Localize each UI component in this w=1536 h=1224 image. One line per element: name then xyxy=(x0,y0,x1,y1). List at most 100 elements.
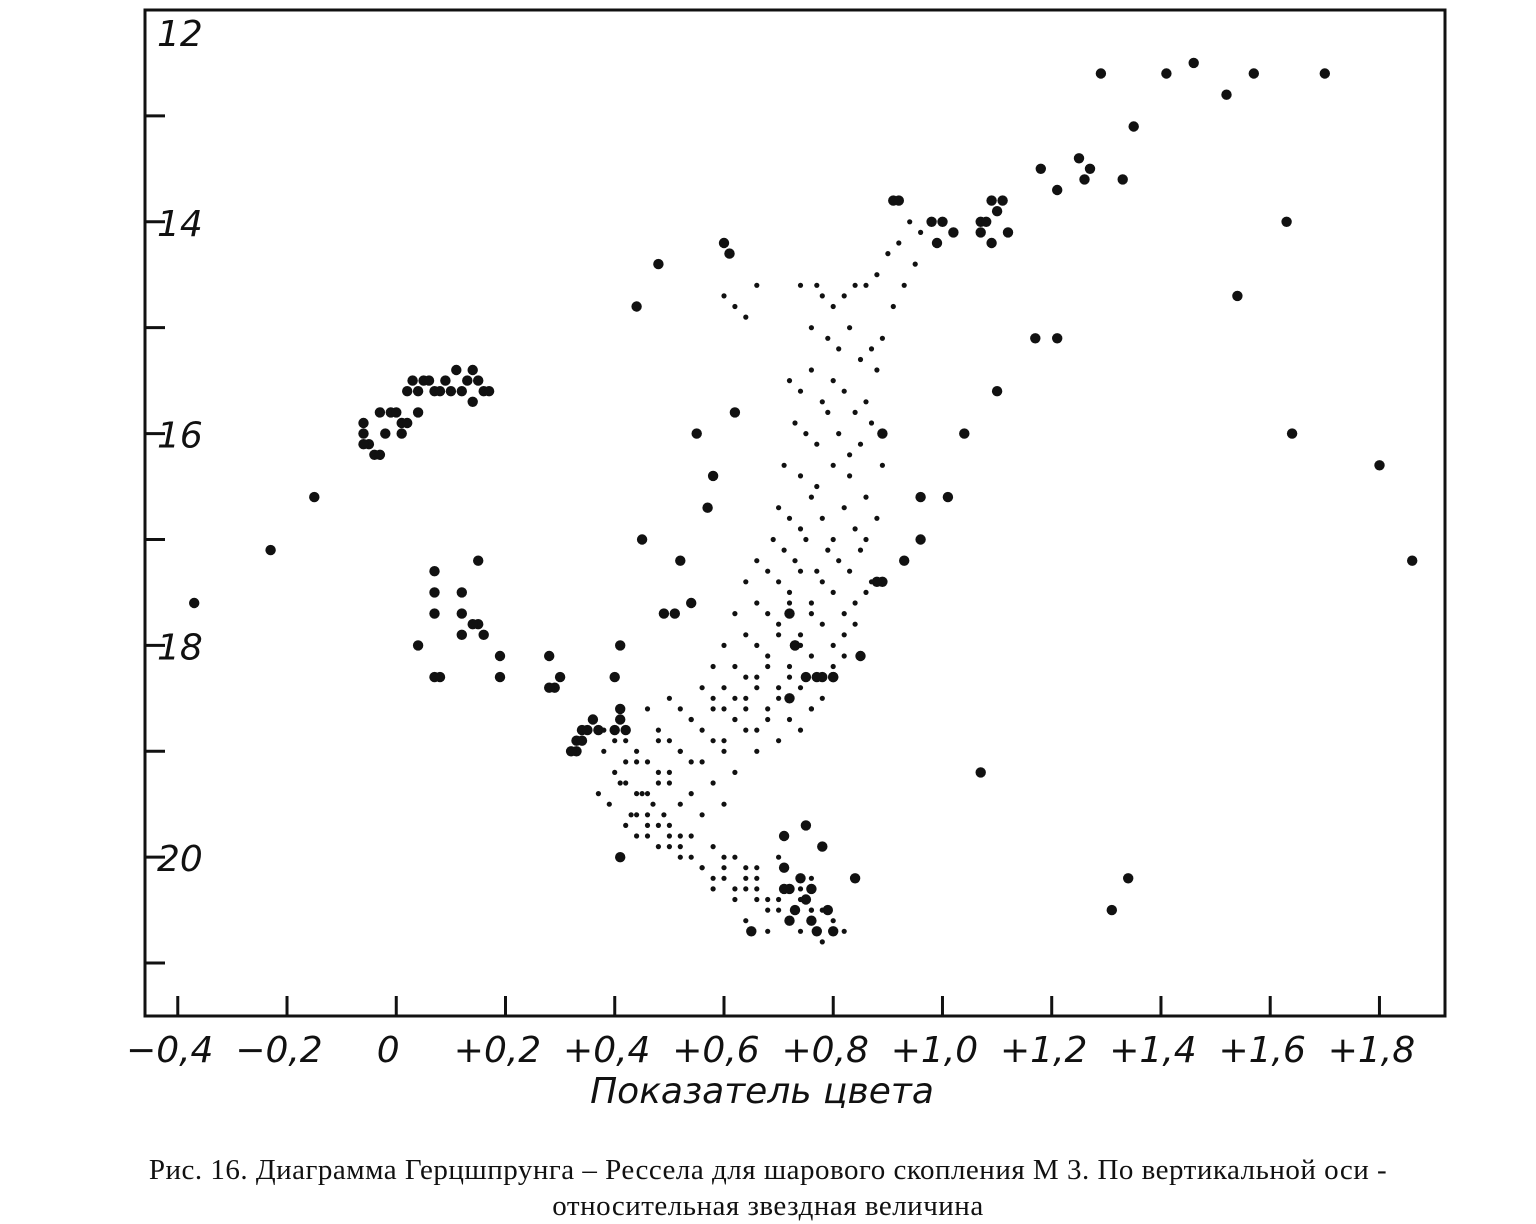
star-point-small xyxy=(874,367,880,373)
star-point-small xyxy=(754,558,760,564)
star-point-large xyxy=(806,915,817,926)
star-point-small xyxy=(666,822,673,829)
star-point-large xyxy=(1188,57,1199,69)
star-point-large xyxy=(456,629,467,640)
star-point-small xyxy=(754,600,760,606)
star-point-small xyxy=(699,865,705,871)
star-point-small xyxy=(868,579,875,585)
star-point-large xyxy=(931,237,943,249)
star-point-large xyxy=(1073,153,1085,164)
star-point-large xyxy=(445,386,457,397)
star-point-large xyxy=(544,650,555,662)
star-point-small xyxy=(655,769,662,776)
star-point-large xyxy=(412,386,424,397)
star-point-large xyxy=(915,491,926,503)
star-point-small xyxy=(710,706,716,712)
star-point-small xyxy=(819,939,825,945)
star-point-large xyxy=(473,375,484,386)
star-point-large xyxy=(636,534,648,545)
star-point-large xyxy=(456,386,467,397)
star-point-small xyxy=(655,822,662,829)
star-point-small xyxy=(634,812,640,818)
star-point-small xyxy=(644,791,651,797)
star-point-small xyxy=(655,727,662,733)
star-point-small xyxy=(808,494,815,500)
star-point-large xyxy=(729,407,741,418)
star-point-small xyxy=(612,727,618,733)
star-point-large xyxy=(1117,174,1128,185)
star-point-small xyxy=(896,240,902,246)
star-point-large xyxy=(1002,227,1014,238)
star-point-large xyxy=(429,608,440,619)
star-point-large xyxy=(702,502,713,513)
star-point-small xyxy=(814,441,820,447)
star-point-small xyxy=(666,738,673,744)
star-point-small xyxy=(628,812,634,818)
star-point-small xyxy=(754,875,760,881)
star-point-small xyxy=(677,706,683,712)
figure-caption: Рис. 16. Диаграмма Герцшпрунга – Рессела… xyxy=(0,1152,1536,1224)
star-point-small xyxy=(830,663,836,670)
y-tick-label: 20 xyxy=(157,839,203,880)
star-point-small xyxy=(879,462,886,468)
star-point-small xyxy=(847,473,853,479)
star-point-small xyxy=(666,833,673,839)
x-axis: −0,4 −0,2 0 +0,2 +0,4 +0,6 +0,8 +1,0 +1,2 +1,4 +1,… xyxy=(126,996,1415,1071)
star-point-small xyxy=(699,812,705,818)
star-point-small xyxy=(776,579,782,585)
star-point-small xyxy=(797,388,804,394)
star-point-large xyxy=(494,671,506,683)
star-point-small xyxy=(732,854,738,860)
star-point-small xyxy=(743,886,749,892)
star-point-small xyxy=(808,706,815,712)
star-point-small xyxy=(819,293,825,299)
star-point-small xyxy=(754,865,760,871)
star-point-small xyxy=(797,642,804,649)
star-point-small xyxy=(710,738,716,744)
star-point-small xyxy=(852,621,858,627)
star-point-small xyxy=(841,653,847,659)
star-point-small xyxy=(786,716,793,723)
star-point-large xyxy=(1128,121,1139,132)
star-point-small xyxy=(776,854,782,860)
star-point-large xyxy=(429,587,440,598)
star-point-large xyxy=(1123,873,1134,884)
star-point-small xyxy=(634,791,640,797)
star-point-small xyxy=(808,875,815,881)
star-point-large xyxy=(358,428,369,439)
star-point-large xyxy=(991,386,1003,397)
star-point-small xyxy=(825,335,831,341)
star-point-small xyxy=(721,293,727,299)
star-point-large xyxy=(828,926,839,937)
star-point-large xyxy=(374,407,386,418)
star-point-small xyxy=(754,748,760,754)
star-point-large xyxy=(822,904,833,916)
star-point-small xyxy=(765,568,771,574)
star-point-large xyxy=(686,597,697,609)
star-point-large xyxy=(948,227,959,238)
star-point-small xyxy=(830,536,836,543)
x-tick-label: 0 xyxy=(377,1030,400,1071)
star-point-large xyxy=(811,671,822,683)
star-point-small xyxy=(721,642,727,649)
star-point-large xyxy=(942,491,954,503)
star-point-small xyxy=(666,695,673,701)
star-point-large xyxy=(975,227,986,238)
star-point-large xyxy=(402,386,413,397)
star-point-small xyxy=(710,663,716,670)
star-point-large xyxy=(975,767,986,778)
star-point-small xyxy=(765,663,771,670)
star-point-large xyxy=(1248,68,1260,79)
star-point-large xyxy=(1079,174,1090,185)
star-point-small xyxy=(688,791,694,797)
star-point-large xyxy=(456,608,467,619)
star-point-large xyxy=(877,428,888,439)
star-point-small xyxy=(852,409,858,415)
star-point-small xyxy=(825,547,831,553)
star-point-small xyxy=(776,738,782,744)
star-point-small xyxy=(776,907,782,913)
star-point-small xyxy=(929,219,935,225)
star-point-small xyxy=(765,928,771,934)
star-point-small xyxy=(857,441,864,447)
star-point-small xyxy=(754,727,760,733)
